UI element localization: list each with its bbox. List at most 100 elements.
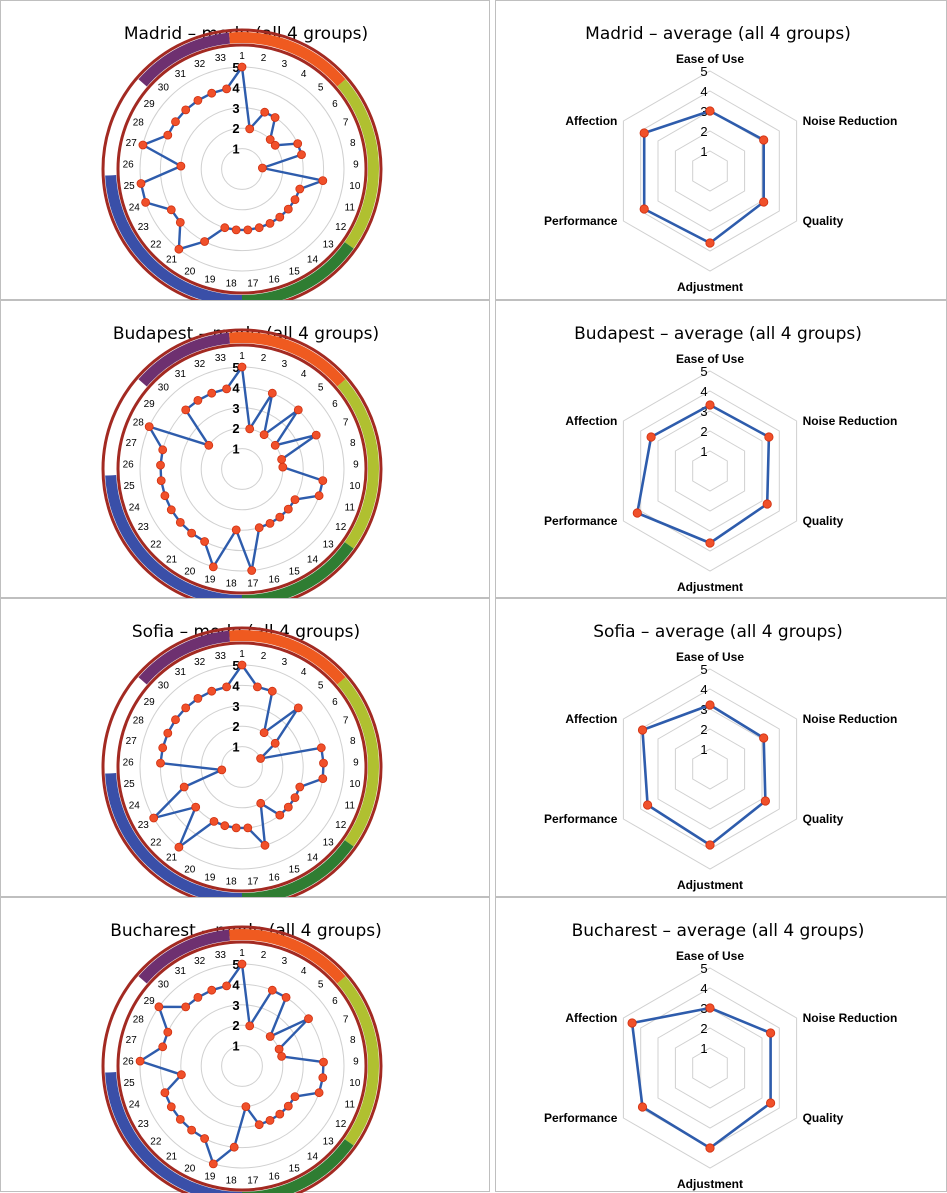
ring-segment	[241, 929, 346, 984]
data-point	[265, 518, 275, 528]
category-label: 22	[150, 1137, 162, 1148]
category-label: 3	[282, 956, 288, 967]
data-point	[144, 422, 154, 431]
grid-circle	[180, 407, 304, 531]
data-point	[290, 793, 300, 803]
category-label: 4	[301, 966, 307, 977]
radial-tick-label: 3	[700, 104, 707, 119]
data-point	[705, 1003, 715, 1013]
data-point	[759, 197, 769, 207]
radial-tick-label: 5	[700, 364, 707, 379]
category-label: 26	[123, 160, 135, 171]
grid-circle	[221, 1045, 263, 1087]
ring-segment	[138, 630, 231, 685]
category-label: 29	[144, 99, 156, 110]
category-label: 28	[133, 716, 145, 727]
data-point	[259, 430, 269, 440]
category-label: 9	[353, 758, 359, 769]
ring-outer-outline	[101, 328, 383, 599]
data-point	[171, 715, 180, 725]
radial-tick-label: 2	[232, 421, 239, 436]
category-label: 22	[150, 240, 162, 251]
data-point	[290, 1092, 300, 1102]
radial-tick-label: 3	[232, 101, 239, 116]
axis-label: Affection	[565, 712, 617, 726]
radial-tick-label: 2	[232, 121, 239, 136]
category-label: 23	[138, 820, 150, 831]
data-point	[187, 528, 197, 538]
data-point	[318, 1073, 328, 1083]
data-point	[260, 840, 270, 850]
category-label: 14	[307, 1152, 319, 1163]
category-label: 25	[124, 1078, 136, 1089]
data-point	[319, 1057, 328, 1067]
category-label: 8	[350, 138, 356, 149]
grid-circle	[159, 86, 325, 252]
data-point	[208, 562, 218, 572]
category-label: 27	[126, 1035, 138, 1046]
category-label: 15	[289, 566, 301, 577]
chart-title: Budapest – average (all 4 groups)	[574, 324, 862, 344]
data-point	[762, 499, 772, 509]
data-point	[318, 476, 328, 486]
category-label: 14	[307, 255, 319, 266]
ring-outer-outline	[101, 925, 383, 1193]
category-label: 5	[318, 382, 324, 393]
grid-circle	[221, 148, 263, 190]
average-chart-panel: Sofia – average (all 4 groups) 1 2 3 4 5 Ease …	[495, 598, 947, 897]
grid-hexagon	[692, 748, 728, 790]
category-label: 13	[323, 838, 335, 849]
category-label: 30	[158, 979, 170, 990]
ring-outer-outline	[101, 28, 383, 301]
ring-segment	[241, 1139, 354, 1193]
data-point	[254, 223, 264, 233]
category-label: 26	[123, 460, 135, 471]
category-label: 15	[289, 864, 301, 875]
category-label: 29	[144, 996, 156, 1007]
category-label: 5	[318, 979, 324, 990]
ring-segment	[105, 976, 147, 1073]
category-label: 6	[332, 399, 338, 410]
data-point	[163, 130, 173, 140]
radial-tick-label: 1	[232, 442, 239, 457]
category-label: 32	[194, 657, 206, 668]
category-label: 23	[138, 222, 150, 233]
axis-label: Affection	[565, 1011, 617, 1025]
category-label: 5	[318, 680, 324, 691]
data-point	[267, 686, 277, 696]
category-label: 3	[282, 359, 288, 370]
category-label: 22	[150, 838, 162, 849]
category-label: 10	[349, 779, 361, 790]
data-point	[179, 782, 189, 792]
radial-tick-label: 4	[232, 80, 240, 95]
axis-label: Adjustment	[677, 280, 743, 294]
data-point	[193, 694, 203, 703]
ring-segment	[337, 79, 379, 249]
radial-tick-label: 4	[700, 84, 707, 99]
data-point	[154, 1002, 164, 1012]
radial-tick-label: 4	[232, 678, 240, 693]
axis-label: Quality	[803, 812, 844, 826]
data-point	[705, 1143, 715, 1153]
data-point	[231, 525, 241, 535]
data-point	[256, 754, 266, 763]
category-label: 28	[133, 418, 145, 429]
category-label: 12	[335, 222, 347, 233]
radial-tick-label: 1	[700, 144, 707, 159]
data-point	[311, 430, 321, 440]
data-point	[158, 743, 168, 753]
data-point	[283, 802, 293, 812]
data-point	[295, 184, 305, 194]
data-point	[275, 512, 285, 522]
category-label: 1	[239, 948, 245, 959]
category-label: 33	[215, 950, 227, 961]
radial-tick-label: 3	[232, 699, 239, 714]
category-label: 15	[289, 266, 301, 277]
category-label: 21	[166, 555, 178, 566]
category-label: 18	[226, 278, 238, 289]
ring-segment	[241, 32, 346, 87]
radial-tick-label: 1	[700, 742, 707, 757]
category-label: 21	[166, 255, 178, 266]
data-point	[176, 1070, 186, 1080]
axis-label: Affection	[565, 414, 617, 428]
